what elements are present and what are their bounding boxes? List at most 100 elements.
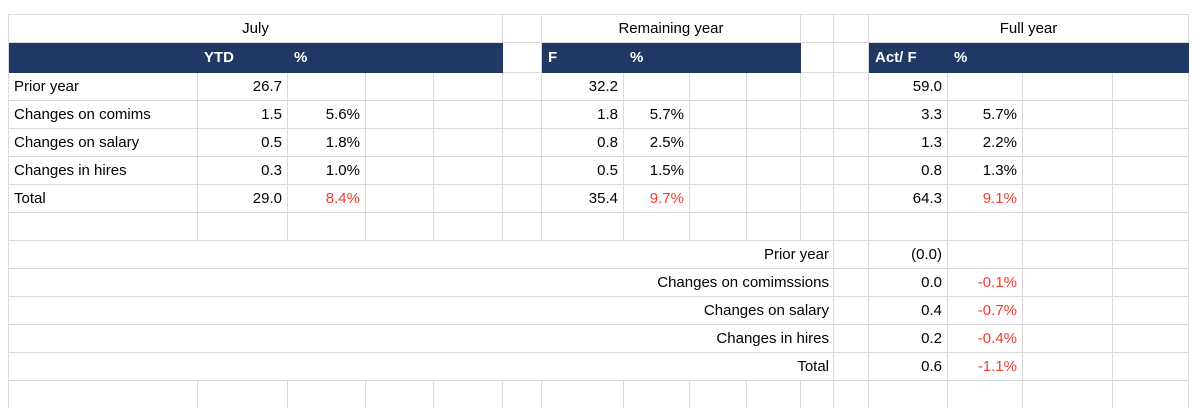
empty-cell[interactable] [834, 15, 869, 43]
remaining-pct-cell[interactable]: 1.5% [624, 157, 690, 185]
adjustment-value-cell[interactable]: 0.6 [869, 353, 948, 381]
empty-cell[interactable] [834, 241, 869, 269]
empty-cell[interactable] [948, 381, 1023, 408]
empty-cell[interactable] [834, 157, 869, 185]
full-value-cell[interactable]: 64.3 [869, 185, 948, 213]
adjustment-row-label[interactable]: Changes on salary [9, 297, 834, 325]
remaining-value-cell[interactable]: 35.4 [542, 185, 624, 213]
empty-cell[interactable] [801, 213, 834, 241]
empty-cell[interactable] [1113, 185, 1189, 213]
full-pct-cell[interactable]: 5.7% [948, 101, 1023, 129]
row-label[interactable]: Changes on comims [9, 101, 198, 129]
full-pct-cell[interactable] [948, 73, 1023, 101]
empty-cell[interactable] [1113, 213, 1189, 241]
section-title-july[interactable]: July [9, 15, 503, 43]
july-pct-cell[interactable]: 8.4% [288, 185, 366, 213]
column-header-f[interactable]: F [542, 43, 624, 73]
adjustment-pct-cell[interactable]: -0.1% [948, 269, 1023, 297]
remaining-pct-cell[interactable]: 2.5% [624, 129, 690, 157]
july-pct-cell[interactable]: 1.8% [288, 129, 366, 157]
row-label[interactable]: Changes on salary [9, 129, 198, 157]
column-header-act-f[interactable]: Act/ F [869, 43, 948, 73]
column-header-full-pct[interactable]: % [948, 43, 1023, 73]
empty-cell[interactable] [1113, 381, 1189, 408]
empty-cell[interactable] [869, 381, 948, 408]
empty-cell[interactable] [690, 129, 747, 157]
adjustment-value-cell[interactable]: 0.2 [869, 325, 948, 353]
empty-cell[interactable] [503, 101, 542, 129]
full-value-cell[interactable]: 3.3 [869, 101, 948, 129]
empty-cell[interactable] [434, 73, 503, 101]
empty-cell[interactable] [434, 101, 503, 129]
july-value-cell[interactable]: 26.7 [198, 73, 288, 101]
empty-cell[interactable] [869, 213, 948, 241]
empty-cell[interactable] [690, 73, 747, 101]
empty-cell[interactable] [1023, 241, 1113, 269]
empty-cell[interactable] [747, 157, 801, 185]
remaining-pct-cell[interactable]: 9.7% [624, 185, 690, 213]
remaining-value-cell[interactable]: 0.8 [542, 129, 624, 157]
column-header-remaining-pct[interactable]: % [624, 43, 690, 73]
adjustment-row-label[interactable]: Prior year [9, 241, 834, 269]
adjustment-value-cell[interactable]: 0.0 [869, 269, 948, 297]
column-header-july-pct[interactable]: % [288, 43, 366, 73]
empty-cell[interactable] [834, 185, 869, 213]
empty-cell[interactable] [1113, 241, 1189, 269]
july-pct-cell[interactable]: 1.0% [288, 157, 366, 185]
empty-cell[interactable] [834, 43, 869, 73]
empty-cell[interactable] [366, 157, 434, 185]
empty-cell[interactable] [834, 73, 869, 101]
empty-cell[interactable] [1023, 213, 1113, 241]
remaining-value-cell[interactable]: 32.2 [542, 73, 624, 101]
empty-cell[interactable] [834, 381, 869, 408]
empty-cell[interactable] [801, 43, 834, 73]
empty-cell[interactable] [503, 213, 542, 241]
remaining-pct-cell[interactable]: 5.7% [624, 101, 690, 129]
july-value-cell[interactable]: 0.5 [198, 129, 288, 157]
july-pct-cell[interactable] [288, 73, 366, 101]
empty-cell[interactable] [834, 213, 869, 241]
empty-cell[interactable] [624, 213, 690, 241]
empty-cell[interactable] [834, 129, 869, 157]
empty-cell[interactable] [801, 101, 834, 129]
section-title-full-year[interactable]: Full year [869, 15, 1189, 43]
empty-cell[interactable] [834, 297, 869, 325]
empty-cell[interactable] [1023, 297, 1113, 325]
empty-cell[interactable] [198, 213, 288, 241]
empty-cell[interactable] [747, 381, 801, 408]
remaining-value-cell[interactable]: 0.5 [542, 157, 624, 185]
empty-cell[interactable] [801, 73, 834, 101]
empty-cell[interactable] [503, 185, 542, 213]
empty-cell[interactable] [198, 381, 288, 408]
column-header-ytd[interactable]: YTD [198, 43, 288, 73]
empty-cell[interactable] [834, 353, 869, 381]
july-value-cell[interactable]: 1.5 [198, 101, 288, 129]
remaining-value-cell[interactable]: 1.8 [542, 101, 624, 129]
adjustment-row-label[interactable]: Changes on comimssions [9, 269, 834, 297]
empty-cell[interactable] [1023, 325, 1113, 353]
empty-cell[interactable] [1023, 269, 1113, 297]
empty-cell[interactable] [747, 101, 801, 129]
full-pct-cell[interactable]: 9.1% [948, 185, 1023, 213]
empty-cell[interactable] [690, 157, 747, 185]
empty-cell[interactable] [434, 381, 503, 408]
empty-cell[interactable] [747, 185, 801, 213]
empty-cell[interactable] [503, 129, 542, 157]
empty-cell[interactable] [690, 381, 747, 408]
empty-cell[interactable] [1023, 185, 1113, 213]
empty-cell[interactable] [434, 213, 503, 241]
empty-cell[interactable] [747, 129, 801, 157]
empty-cell[interactable] [1023, 43, 1113, 73]
empty-cell[interactable] [366, 43, 434, 73]
empty-cell[interactable] [1023, 129, 1113, 157]
empty-cell[interactable] [542, 381, 624, 408]
empty-cell[interactable] [9, 213, 198, 241]
empty-cell[interactable] [948, 213, 1023, 241]
empty-cell[interactable] [1023, 353, 1113, 381]
empty-cell[interactable] [434, 157, 503, 185]
empty-cell[interactable] [1023, 73, 1113, 101]
empty-cell[interactable] [834, 325, 869, 353]
adjustment-value-cell[interactable]: (0.0) [869, 241, 948, 269]
adjustment-pct-cell[interactable] [948, 241, 1023, 269]
empty-cell[interactable] [690, 101, 747, 129]
